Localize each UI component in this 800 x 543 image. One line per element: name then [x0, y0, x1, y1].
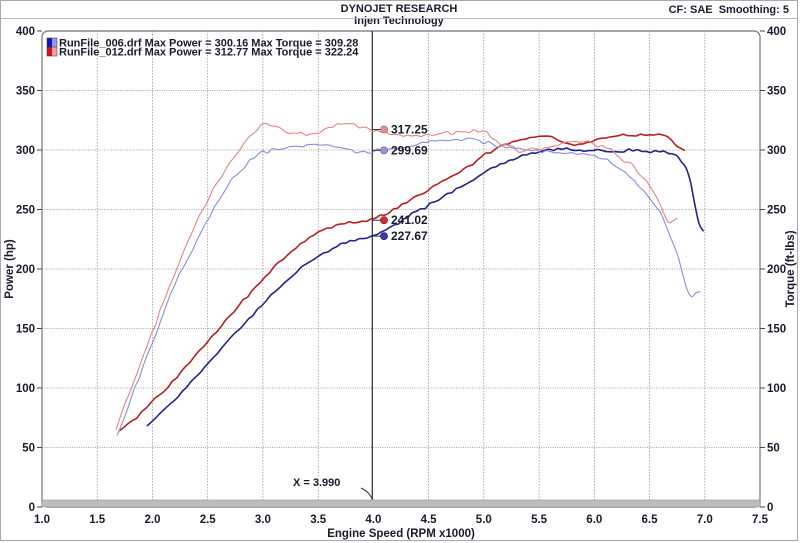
svg-text:4.5: 4.5 [421, 514, 438, 526]
svg-text:0: 0 [29, 502, 35, 514]
svg-text:350: 350 [16, 86, 35, 98]
svg-text:1.5: 1.5 [89, 514, 106, 526]
svg-text:250: 250 [16, 205, 35, 217]
svg-text:0: 0 [767, 502, 773, 514]
svg-text:241.02: 241.02 [391, 213, 428, 227]
svg-text:50: 50 [767, 443, 780, 455]
svg-text:6.0: 6.0 [586, 514, 602, 526]
svg-text:50: 50 [22, 443, 35, 455]
svg-text:2.5: 2.5 [200, 514, 217, 526]
svg-text:400: 400 [16, 26, 35, 38]
svg-text:299.69: 299.69 [391, 143, 428, 157]
svg-text:7.5: 7.5 [752, 514, 769, 526]
svg-text:Torque (ft-lbs): Torque (ft-lbs) [785, 230, 797, 307]
svg-text:227.67: 227.67 [391, 229, 428, 243]
svg-text:300: 300 [767, 145, 786, 157]
svg-text:300: 300 [16, 145, 35, 157]
svg-text:250: 250 [767, 205, 786, 217]
svg-text:1.0: 1.0 [34, 514, 50, 526]
svg-text:RunFile_012.drf Max Power = 31: RunFile_012.drf Max Power = 312.77 Max T… [59, 47, 359, 59]
svg-text:3.0: 3.0 [255, 514, 271, 526]
svg-text:400: 400 [767, 26, 786, 38]
svg-text:200: 200 [16, 264, 35, 276]
svg-text:4.0: 4.0 [365, 514, 381, 526]
svg-text:3.5: 3.5 [310, 514, 327, 526]
svg-text:5.0: 5.0 [476, 514, 492, 526]
svg-text:150: 150 [16, 324, 35, 336]
svg-text:5.5: 5.5 [531, 514, 548, 526]
svg-text:7.0: 7.0 [697, 514, 713, 526]
svg-text:350: 350 [767, 86, 786, 98]
svg-text:6.5: 6.5 [642, 514, 659, 526]
svg-text:150: 150 [767, 324, 786, 336]
svg-text:Power (hp): Power (hp) [4, 239, 16, 299]
svg-text:317.25: 317.25 [391, 123, 428, 137]
svg-text:100: 100 [767, 383, 786, 395]
svg-text:X = 3.990: X = 3.990 [293, 477, 340, 489]
svg-text:2.0: 2.0 [145, 514, 161, 526]
svg-text:Engine Speed (RPM x1000): Engine Speed (RPM x1000) [327, 528, 475, 540]
svg-text:200: 200 [767, 264, 786, 276]
svg-text:100: 100 [16, 383, 35, 395]
